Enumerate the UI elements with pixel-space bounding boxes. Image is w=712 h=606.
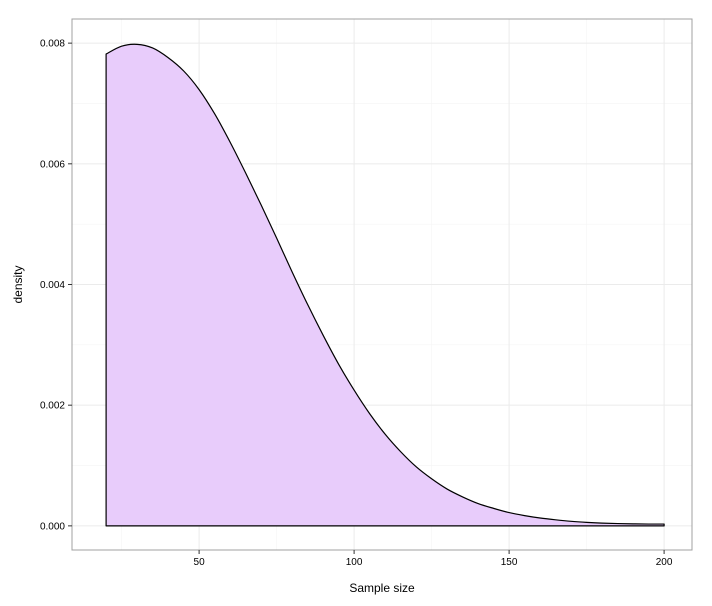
y-axis-title: density [11,265,25,303]
y-tick-label: 0.006 [40,159,65,170]
y-tick-label: 0.002 [40,401,65,412]
x-tick-label: 100 [346,557,363,568]
density-line [105,43,665,527]
x-tick-label: 150 [501,557,518,568]
y-tick-label: 0.000 [40,521,65,532]
x-axis: 50 100 150 200 [194,550,673,568]
x-tick-label: 200 [656,557,673,568]
y-axis: 0.000 0.002 0.004 0.006 0.008 [40,39,72,532]
y-tick-label: 0.008 [40,39,65,50]
x-axis-title: Sample size [349,581,415,595]
x-tick-label: 50 [194,557,206,568]
y-tick-label: 0.004 [40,280,65,291]
density-area [106,44,665,526]
